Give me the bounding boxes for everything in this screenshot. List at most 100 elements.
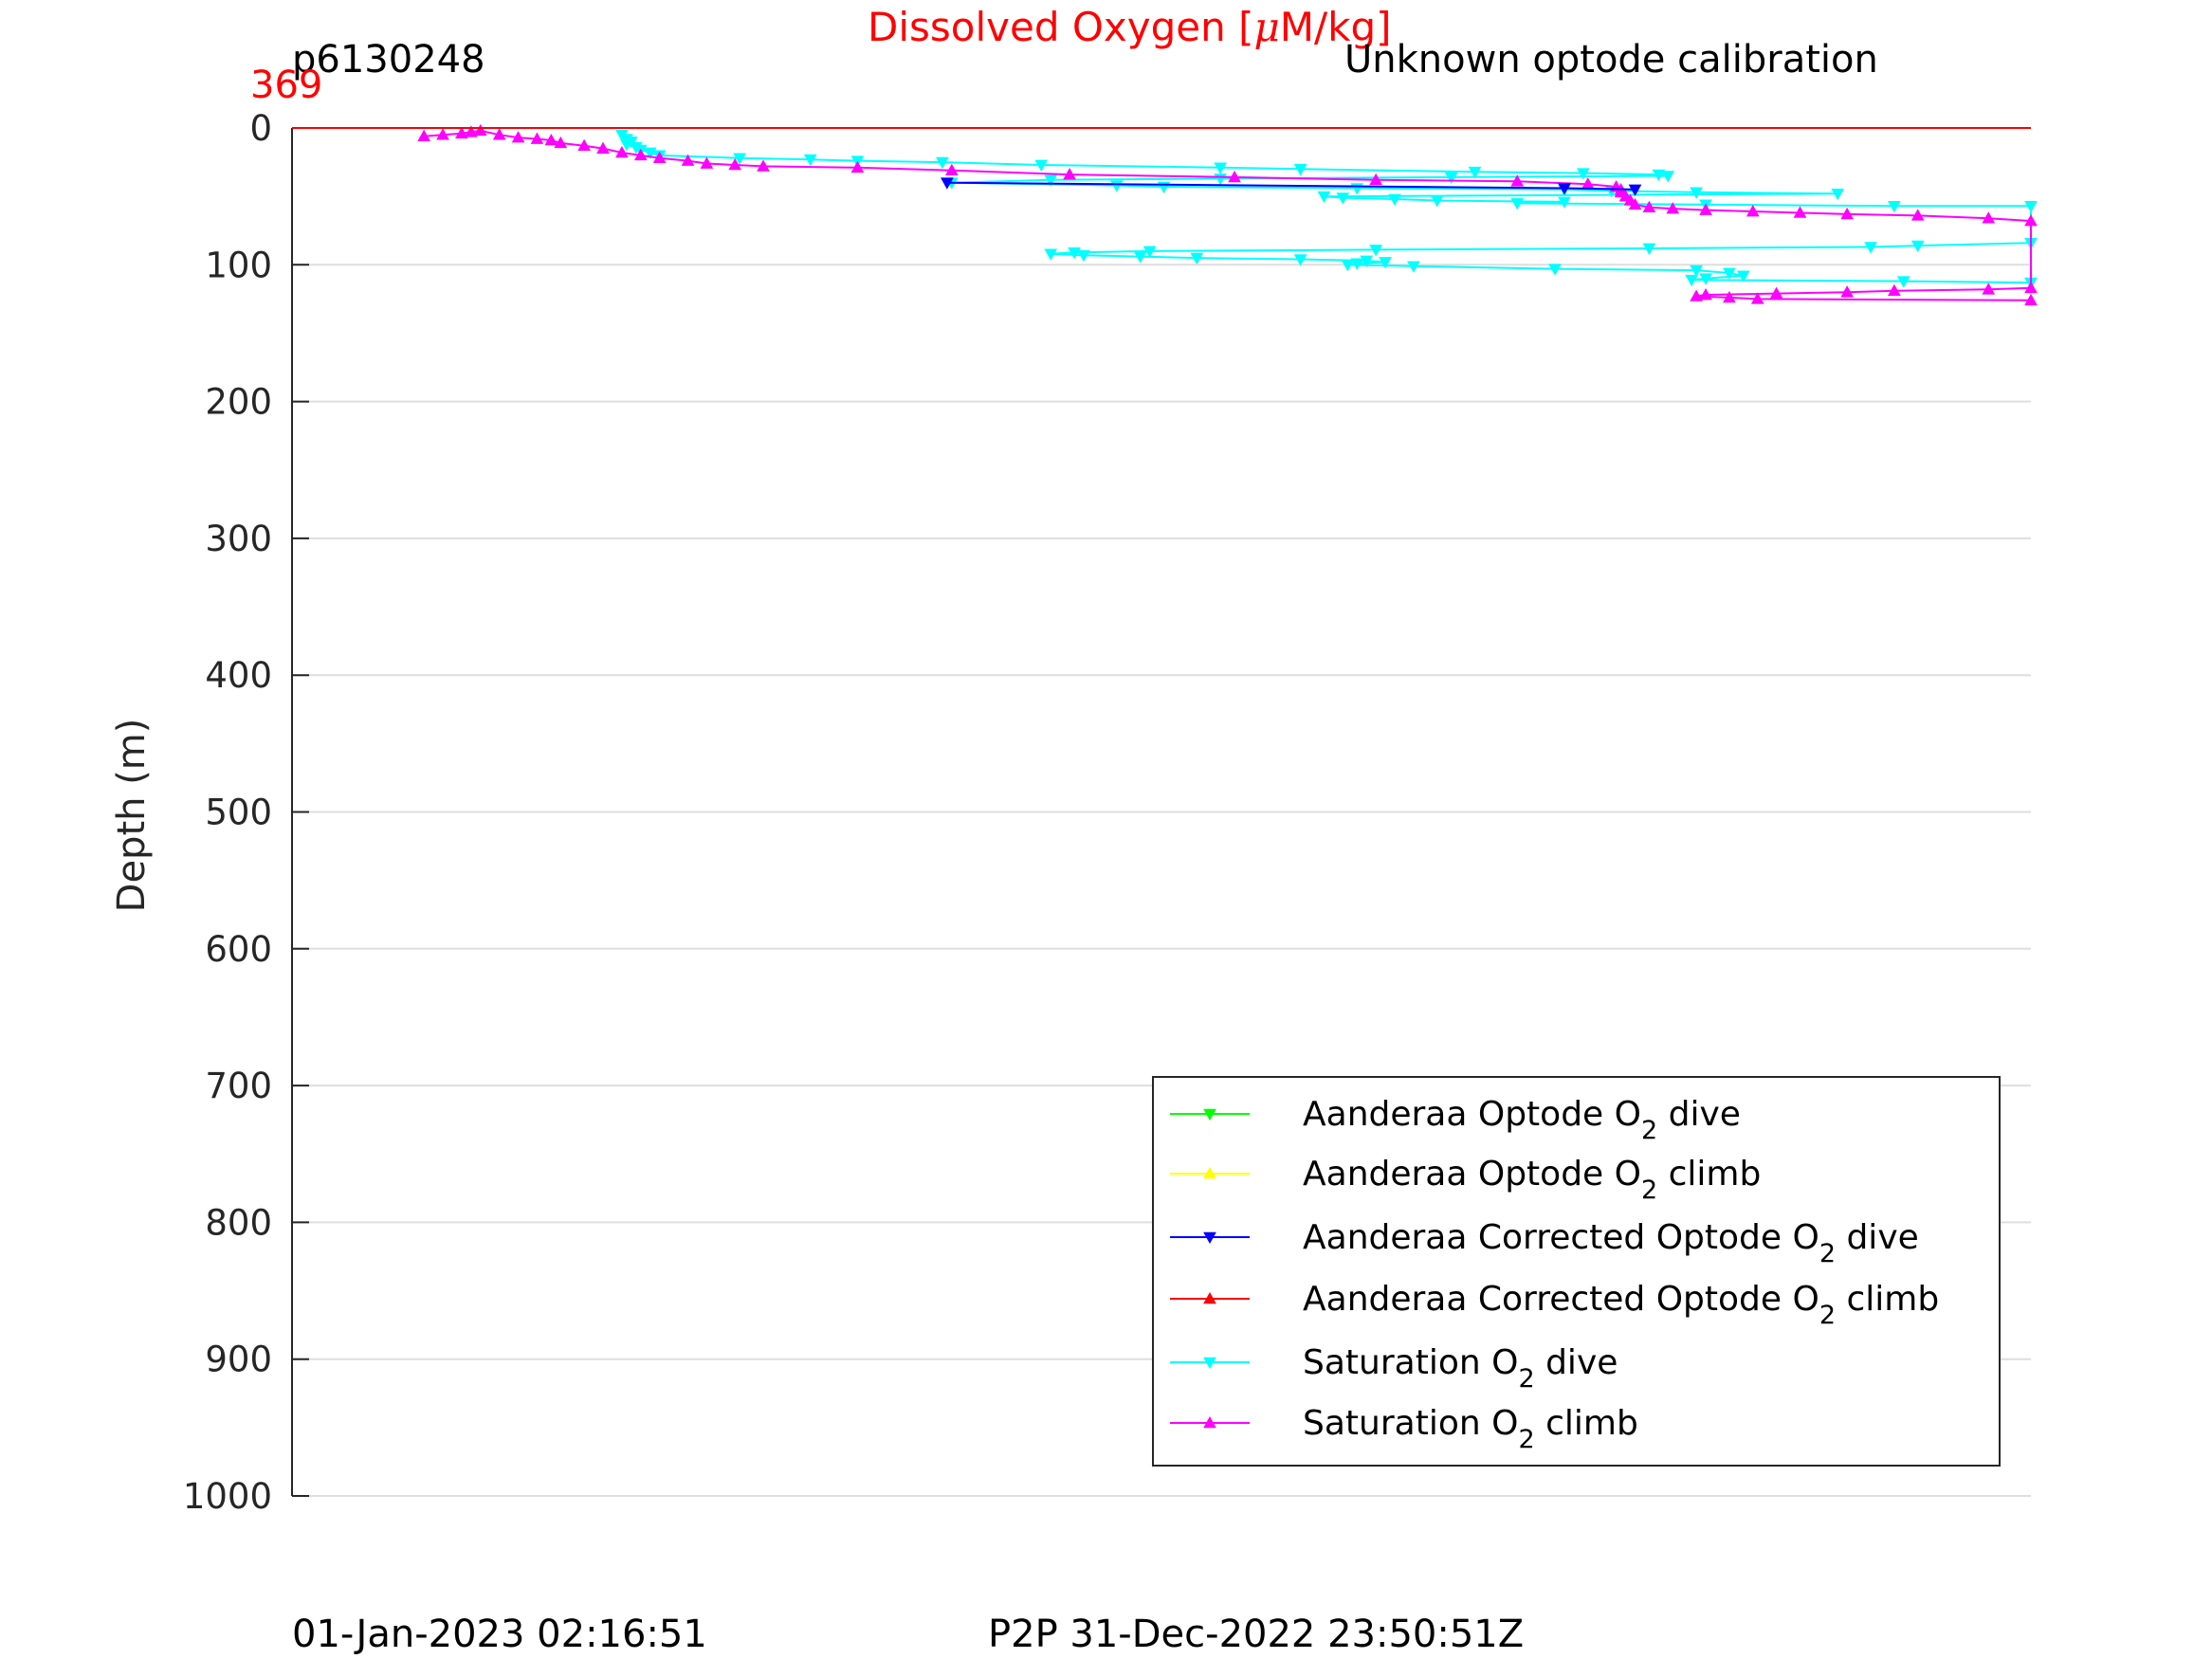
data-point xyxy=(1699,203,1712,215)
data-point xyxy=(633,148,648,161)
data-point xyxy=(1350,258,1364,270)
data-point xyxy=(1982,283,1996,295)
legend-entry: Aanderaa Corrected Optode O2 dive xyxy=(1170,1218,1919,1268)
data-point xyxy=(700,156,714,169)
data-point xyxy=(1750,292,1764,304)
legend-entry: Saturation O2 dive xyxy=(1170,1343,1618,1394)
data-point xyxy=(1317,191,1331,204)
data-point xyxy=(1723,290,1736,303)
legend-entries: Aanderaa Optode O2 dive Aanderaa Optode O… xyxy=(1170,1095,1939,1454)
y-tick-label: 300 xyxy=(205,519,272,559)
data-point xyxy=(1228,170,1241,183)
data-point xyxy=(1736,270,1750,283)
data-point xyxy=(1133,251,1147,264)
data-point xyxy=(1510,198,1525,210)
y-tick-label: 1000 xyxy=(183,1476,272,1517)
legend-label: Saturation O2 climb xyxy=(1303,1404,1638,1454)
series-line xyxy=(621,134,2032,284)
data-point xyxy=(1034,159,1049,172)
data-point xyxy=(596,141,610,154)
data-point xyxy=(1558,183,1571,195)
legend-swatch-marker xyxy=(1203,1231,1216,1245)
data-point xyxy=(1690,187,1703,199)
y-tick-label: 100 xyxy=(205,245,272,285)
series-5 xyxy=(417,123,2038,306)
series-2 xyxy=(941,177,1642,196)
data-point xyxy=(1840,285,1855,298)
legend-label: Aanderaa Corrected Optode O2 climb xyxy=(1303,1280,1939,1330)
legend-entry: Aanderaa Optode O2 climb xyxy=(1170,1155,1761,1205)
data-point xyxy=(1558,196,1571,209)
data-point xyxy=(643,147,657,160)
data-point xyxy=(1336,192,1350,205)
data-point xyxy=(1407,261,1420,273)
data-point xyxy=(757,159,770,172)
data-point xyxy=(1864,242,1877,254)
legend-swatch-marker xyxy=(1203,1357,1216,1370)
data-point xyxy=(1690,264,1703,278)
data-point xyxy=(1690,289,1703,301)
data-point xyxy=(530,132,544,144)
data-point xyxy=(511,131,525,143)
chart-title: Dissolved Oxygen [μM/kg] xyxy=(868,4,1392,50)
data-point xyxy=(554,136,568,149)
data-point xyxy=(1388,193,1401,207)
data-point xyxy=(1044,248,1058,261)
data-point xyxy=(1510,174,1525,187)
footer-p2p: P2P 31-Dec-2022 23:50:51Z xyxy=(988,1613,1524,1656)
data-point xyxy=(1576,168,1590,180)
data-point xyxy=(1628,197,1642,210)
data-point xyxy=(1746,204,1760,217)
data-point xyxy=(1444,172,1458,184)
data-point xyxy=(1214,162,1227,174)
data-point xyxy=(1628,184,1642,196)
data-point xyxy=(1666,202,1680,214)
data-point xyxy=(936,156,949,170)
data-point xyxy=(1769,286,1783,299)
data-point xyxy=(1888,283,1901,297)
data-point xyxy=(2024,281,2038,294)
data-point xyxy=(1341,260,1355,272)
data-point xyxy=(803,154,817,167)
y-tick-label: 600 xyxy=(205,929,272,970)
data-point xyxy=(728,157,742,171)
data-point xyxy=(1723,267,1736,280)
data-point xyxy=(850,160,865,173)
top-value-label: 369 xyxy=(250,64,322,107)
data-point xyxy=(544,133,558,146)
data-point xyxy=(1190,252,1204,265)
data-point xyxy=(1896,276,1910,288)
y-tick-label: 500 xyxy=(205,793,272,833)
data-point xyxy=(417,129,431,141)
y-tick-label: 400 xyxy=(205,655,272,696)
data-point xyxy=(1293,254,1307,266)
y-tick-label: 0 xyxy=(249,108,272,149)
data-point xyxy=(1044,174,1058,187)
y-axis-label: Depth (m) xyxy=(110,719,154,913)
legend-label: Aanderaa Optode O2 dive xyxy=(1303,1095,1741,1145)
data-point xyxy=(681,154,695,166)
data-point xyxy=(1685,274,1698,287)
data-point xyxy=(1642,243,1656,256)
y-tick-label: 200 xyxy=(205,382,272,423)
data-point xyxy=(1548,264,1562,276)
series-layer xyxy=(292,123,2038,306)
data-point xyxy=(473,123,487,137)
chart-title-main: Dissolved Oxygen [ xyxy=(868,4,1253,50)
data-point xyxy=(455,126,468,139)
data-point xyxy=(1831,188,1845,201)
legend-box xyxy=(1152,1076,2001,1467)
y-tick-label: 900 xyxy=(205,1340,272,1380)
data-point xyxy=(1360,255,1374,268)
data-point xyxy=(1652,169,1666,182)
data-point xyxy=(652,151,667,164)
calibration-note: Unknown optode calibration xyxy=(1344,38,1878,82)
data-point xyxy=(1840,207,1855,220)
data-point xyxy=(436,128,449,140)
data-point xyxy=(1888,200,1901,213)
data-point xyxy=(1910,240,1925,253)
y-tick-label: 700 xyxy=(205,1066,272,1106)
glider-id: p6130248 xyxy=(292,38,485,82)
legend-swatch-marker xyxy=(1203,1415,1216,1429)
data-point xyxy=(1699,273,1712,285)
